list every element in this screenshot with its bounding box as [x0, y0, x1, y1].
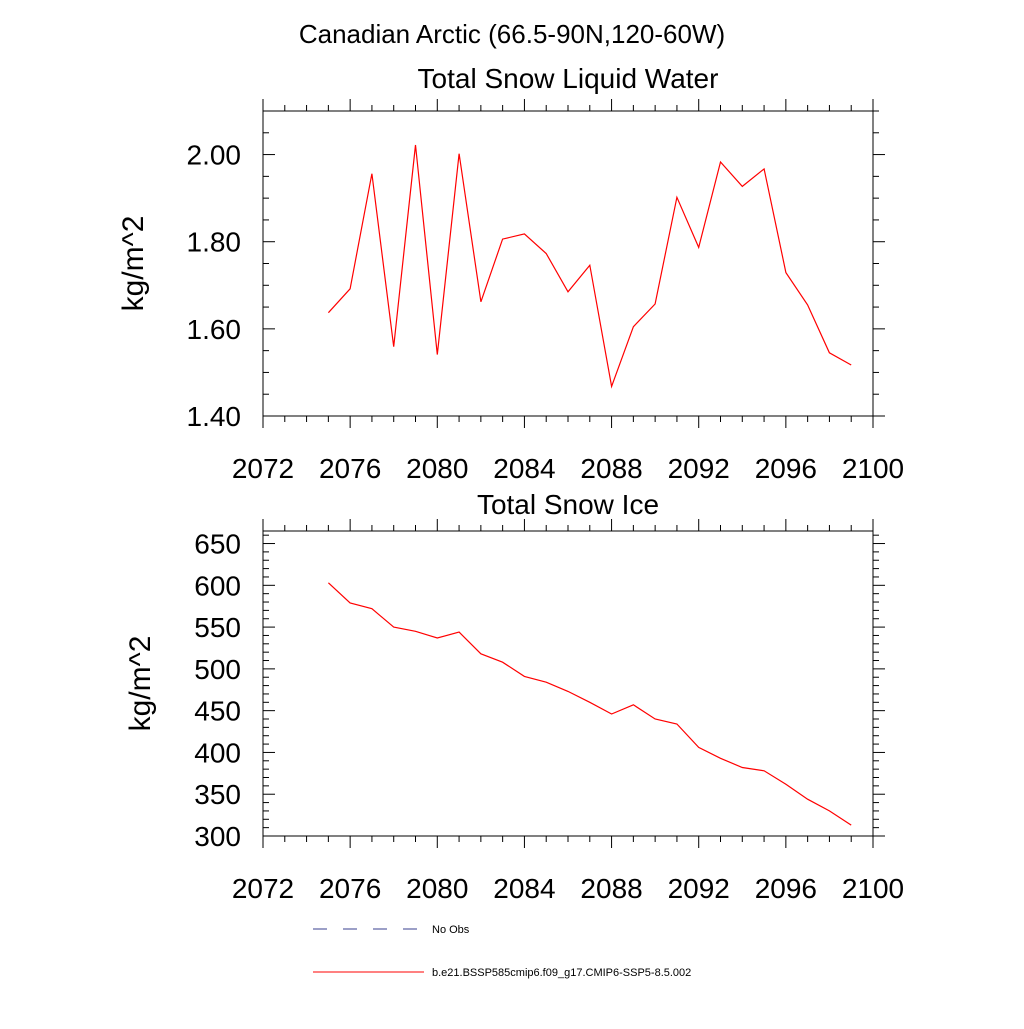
x-tick-label: 2084	[493, 873, 555, 904]
x-tick-label: 2100	[842, 453, 904, 484]
x-tick-label: 2084	[493, 453, 555, 484]
panels: Total Snow Liquid Water 2072 2076 2080 2084 2…	[117, 63, 904, 904]
y-axis-label: kg/m^2	[117, 216, 150, 312]
y-tick-label: 450	[194, 696, 241, 727]
y-tick-label: 500	[194, 654, 241, 685]
chart-panel-2: Total Snow Ice 2072 2076 2080 2084 2088 2092 20…	[124, 489, 904, 904]
y-tick-label: 600	[194, 570, 241, 601]
y-tick-label: 1.40	[187, 401, 242, 432]
x-tick-label: 2096	[755, 873, 817, 904]
x-tick-label: 2092	[668, 453, 730, 484]
chart-title: Total Snow Ice	[477, 489, 659, 520]
x-tick-label: 2076	[319, 873, 381, 904]
legend: No Obs b.e21.BSSP585cmip6.f09_g17.CMIP6-S…	[313, 924, 691, 979]
y-axis-label: kg/m^2	[124, 636, 157, 732]
legend-item-1: No Obs	[313, 924, 470, 936]
legend-item-2: b.e21.BSSP585cmip6.f09_g17.CMIP6-SSP5-8.…	[313, 967, 691, 979]
y-tick-label: 1.80	[187, 227, 242, 258]
figure-title: Canadian Arctic (66.5-90N,120-60W)	[299, 19, 725, 49]
y-tick-label: 400	[194, 737, 241, 768]
chart-panel-1: Total Snow Liquid Water 2072 2076 2080 2084 2…	[117, 63, 904, 484]
y-tick-label: 2.00	[187, 140, 242, 171]
y-tick-label: 1.60	[187, 314, 242, 345]
y-tick-label: 300	[194, 821, 241, 852]
x-tick-label: 2076	[319, 453, 381, 484]
series-line-1	[327, 582, 852, 826]
x-tick-label: 2100	[842, 873, 904, 904]
x-tick-label: 2072	[232, 873, 294, 904]
legend-label: b.e21.BSSP585cmip6.f09_g17.CMIP6-SSP5-8.…	[432, 967, 691, 979]
x-tick-label: 2080	[406, 873, 468, 904]
x-tick-label: 2088	[580, 453, 642, 484]
y-tick-label: 550	[194, 612, 241, 643]
legend-label: No Obs	[432, 924, 470, 936]
y-tick-label: 350	[194, 779, 241, 810]
x-tick-label: 2088	[580, 873, 642, 904]
x-tick-label: 2096	[755, 453, 817, 484]
x-tick-label: 2092	[668, 873, 730, 904]
x-tick-label: 2080	[406, 453, 468, 484]
series-line-1	[327, 144, 852, 389]
chart-title: Total Snow Liquid Water	[418, 63, 719, 94]
y-tick-label: 650	[194, 529, 241, 560]
x-tick-label: 2072	[232, 453, 294, 484]
plot-frame	[262, 530, 874, 837]
